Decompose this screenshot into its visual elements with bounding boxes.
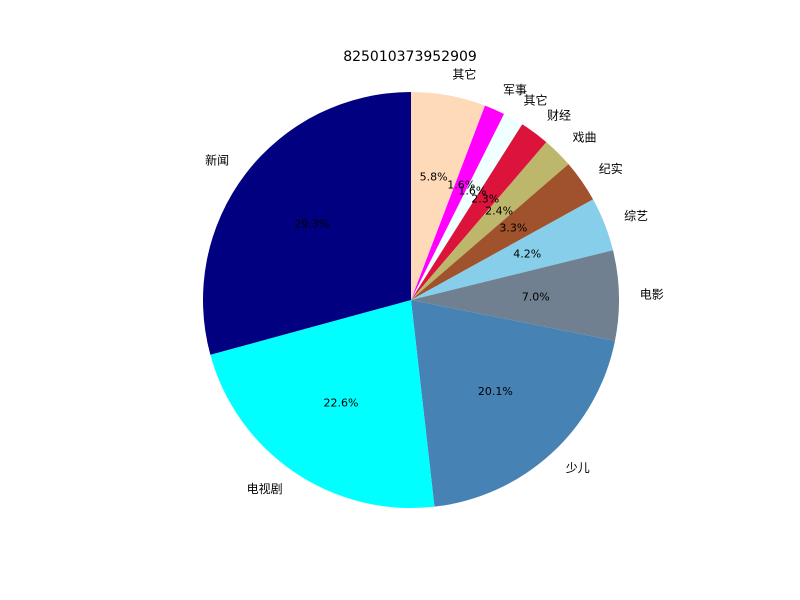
pie-slice (202, 91, 411, 355)
slice-percent-label: 3.3% (499, 222, 527, 235)
pie-slices (202, 91, 620, 509)
slice-label: 戏曲 (573, 131, 597, 145)
slice-label: 电视剧 (247, 481, 283, 496)
slice-percent-label: 2.3% (471, 193, 499, 206)
pie-slice (411, 142, 569, 300)
slice-label: 纪实 (599, 161, 623, 176)
pie-labels: 其它 5.8% 军事 1.6% 其它 1.6% 财经 2.3% 戏曲 2.4% 纪实 3.3% 综艺 4.… (205, 67, 664, 496)
slice-label: 财经 (547, 109, 571, 123)
slice-label: 其它 (452, 67, 476, 82)
pie-slice (411, 164, 594, 300)
pie-slice (411, 199, 613, 300)
slice-percent-label: 4.2% (513, 248, 541, 261)
slice-label: 新闻 (205, 153, 229, 168)
pie-slice (210, 300, 435, 509)
slice-percent-label: 2.4% (485, 205, 513, 218)
pie-slice (411, 250, 620, 341)
slice-percent-label: 29.3% (294, 217, 329, 230)
slice-label: 少儿 (566, 461, 590, 475)
slice-label: 其它 (524, 92, 548, 107)
chart-title: 825010373952909 (343, 49, 477, 65)
slice-percent-label: 1.6% (458, 184, 486, 197)
slice-label: 综艺 (624, 209, 648, 223)
pie-slice (411, 92, 485, 300)
slice-percent-label: 22.6% (324, 396, 359, 409)
slice-percent-label: 20.1% (478, 385, 513, 398)
slice-percent-label: 5.8% (420, 170, 448, 183)
slice-label: 军事 (503, 83, 527, 97)
slice-percent-label: 1.6% (447, 179, 475, 192)
pie-slice (411, 113, 523, 301)
pie-slice (411, 124, 547, 300)
pie-slice (411, 300, 615, 507)
slice-label: 电影 (640, 288, 664, 302)
slice-percent-label: 7.0% (522, 290, 550, 303)
pie-slice (411, 105, 505, 300)
